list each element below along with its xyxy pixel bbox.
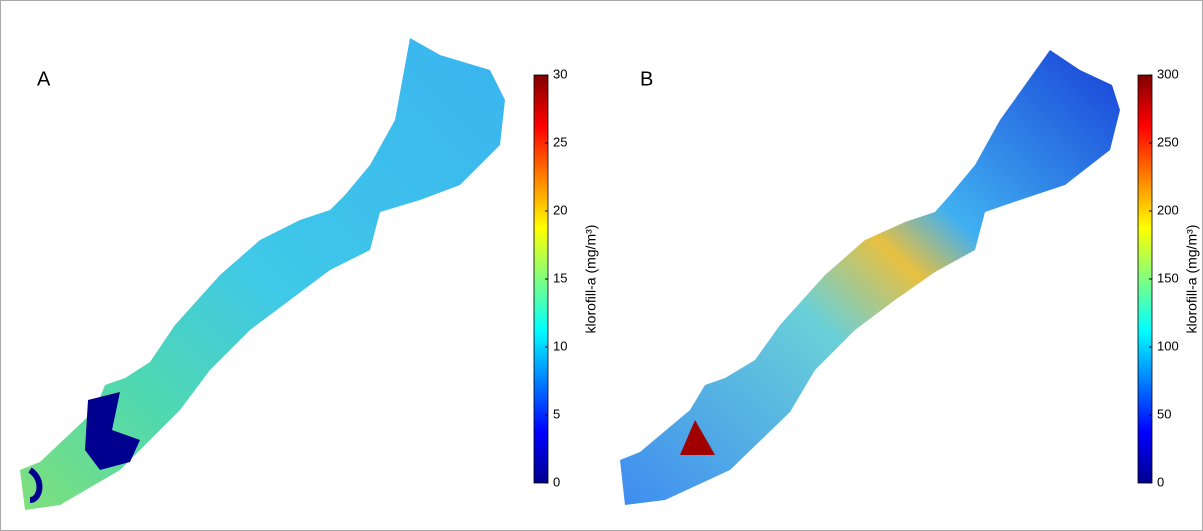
- tick-label: 150: [1157, 270, 1179, 285]
- tick-label: 200: [1157, 202, 1179, 217]
- tick-label: 20: [553, 202, 567, 217]
- tick-label: 100: [1157, 338, 1179, 353]
- panel-label: B: [640, 68, 653, 90]
- high-area: [680, 420, 715, 455]
- low-area: [28, 467, 43, 503]
- tick-label: 250: [1157, 134, 1179, 149]
- tick-label: 0: [1157, 474, 1164, 489]
- colorbar-label: klorofill-a (mg/m³): [583, 225, 599, 334]
- tick-label: 10: [553, 338, 567, 353]
- colorbar: 0 50 100 150 200 250 300 klorofill-a (mg/m³): [1137, 66, 1200, 489]
- map-a: [20, 38, 505, 510]
- tick-label: 50: [1157, 406, 1171, 421]
- low-area: [85, 392, 140, 470]
- tick-label: 25: [553, 134, 567, 149]
- tick-label: 5: [553, 406, 560, 421]
- tick-label: 300: [1157, 66, 1179, 81]
- map-b: [620, 50, 1120, 505]
- colorbar-label: klorofill-a (mg/m³): [1184, 225, 1200, 334]
- tick-label: 0: [553, 474, 560, 489]
- panel-label: A: [37, 68, 51, 90]
- lake: [20, 38, 505, 510]
- tick-label: 30: [553, 66, 567, 81]
- colorbar: 0 5 10 15 20 25 30 klorofill-a (mg/m³): [533, 66, 599, 489]
- tick-label: 15: [553, 270, 567, 285]
- lake: [620, 50, 1120, 505]
